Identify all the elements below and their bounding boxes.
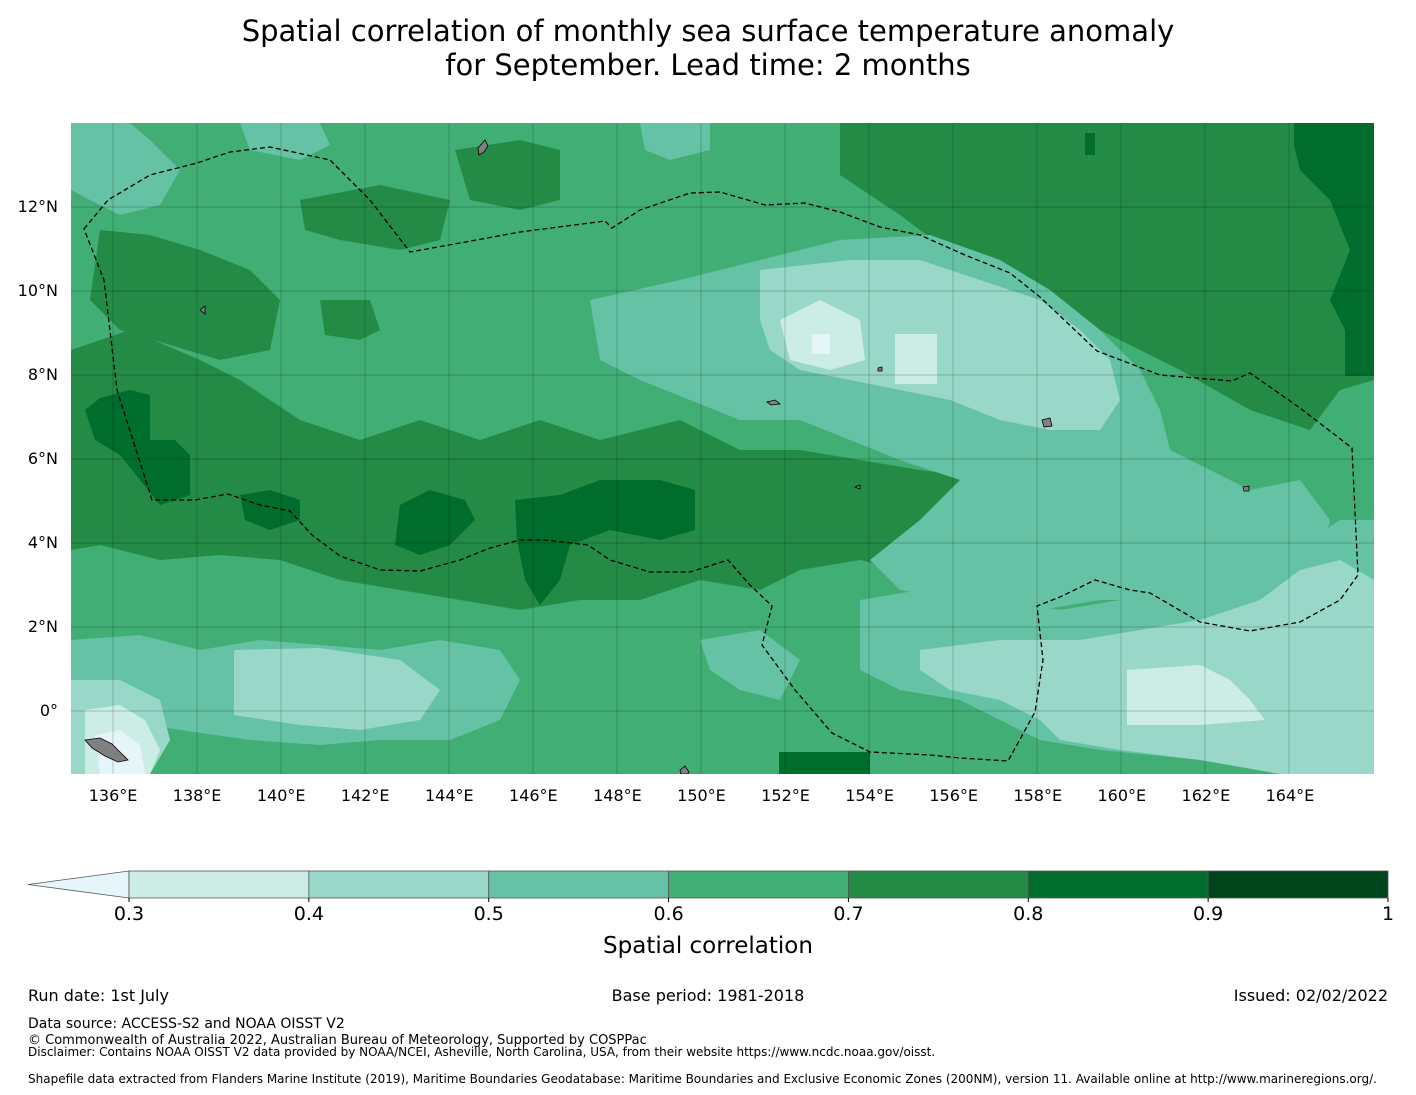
colorbar-bin: [668, 870, 849, 899]
lon-tick-label: 162°E: [1181, 786, 1231, 805]
field-region-northeast: [840, 123, 1374, 430]
field-region-southeast-light: [920, 560, 1374, 774]
title-line-2: for September. Lead time: 2 months: [445, 48, 971, 82]
field-region-north-central-2: [455, 140, 560, 210]
lon-tick-label: 158°E: [1013, 786, 1063, 805]
colorbar-tick-label: 0.6: [653, 903, 684, 925]
field-region-north-light: [240, 123, 330, 160]
lat-tick-label: 8°N: [27, 365, 58, 384]
island: [766, 399, 782, 406]
island: [84, 737, 129, 763]
lon-tick-label: 156°E: [929, 786, 978, 805]
lat-tick-label: 2°N: [27, 617, 58, 636]
colorbar-tick-label: 1: [1381, 903, 1395, 925]
lat-tick-label: 12°N: [17, 197, 58, 216]
field-region-belt-high-5: [779, 752, 870, 774]
field-region-south-center-mid: [700, 630, 800, 700]
island: [199, 305, 206, 315]
chart-title: Spatial correlation of monthly sea surfa…: [0, 14, 1416, 82]
colorbar-extend-min: [27, 870, 130, 899]
correlation-map: [71, 123, 1374, 774]
field-region-northeast-high: [1294, 123, 1374, 376]
field-region-belt-high-2: [85, 390, 190, 505]
lon-tick-label: 148°E: [593, 786, 642, 805]
colorbar-bin: [848, 870, 1029, 899]
lon-tick-label: 142°E: [340, 786, 390, 805]
colorbar-tick-label: 0.8: [1013, 903, 1044, 925]
colorbar-bin: [128, 870, 310, 899]
field-region-south-light: [234, 648, 440, 730]
field-region-north-central: [300, 185, 450, 250]
data-source: Data source: ACCESS-S2 and NOAA OISST V2: [28, 1016, 345, 1032]
colorbar-label: Spatial correlation: [603, 933, 813, 959]
lon-tick-label: 146°E: [509, 786, 558, 805]
field-region-north-light-2: [640, 123, 710, 160]
field-cell-light: [895, 334, 937, 384]
island: [1041, 417, 1053, 428]
lat-tick-label: 4°N: [27, 533, 58, 552]
lat-tick-label: 6°N: [27, 449, 58, 468]
island: [1242, 485, 1250, 492]
field-cell-lightest: [812, 334, 830, 354]
lon-tick-label: 150°E: [677, 786, 726, 805]
island: [679, 765, 690, 774]
field-region-northwest-light: [71, 123, 180, 215]
colorbar-bin: [1207, 870, 1389, 899]
colorbar-tick-label: 0.5: [473, 903, 504, 925]
colorbar-tick-label: 0.3: [113, 903, 145, 925]
lon-tick-label: 164°E: [1265, 786, 1315, 805]
run-date: Run date: 1st July: [28, 986, 169, 1005]
title-line-1: Spatial correlation of monthly sea surfa…: [241, 14, 1175, 48]
field-region-belt-high-1: [515, 480, 695, 605]
colorbar-tick-label: 0.4: [293, 903, 324, 925]
field-region-core-light: [760, 260, 1120, 430]
lon-tick-label: 154°E: [845, 786, 894, 805]
copyright: © Commonwealth of Australia 2022, Austra…: [28, 1033, 647, 1048]
colorbar-tick-label: 0.7: [833, 903, 864, 925]
colorbar-bin: [488, 870, 669, 899]
field-region-center-west: [320, 300, 380, 340]
colorbar: [27, 870, 1389, 902]
issued-date: Issued: 02/02/2022: [1233, 986, 1388, 1005]
map-gridlines: [71, 123, 1374, 774]
island: [877, 366, 883, 372]
lon-tick-label: 152°E: [761, 786, 810, 805]
island: [853, 484, 861, 490]
lat-tick-label: 10°N: [17, 281, 58, 300]
field-cell: [1085, 133, 1095, 155]
lat-tick-label: 0°: [39, 701, 58, 720]
field-region-central-belt: [71, 330, 1040, 610]
lon-tick-label: 160°E: [1097, 786, 1147, 805]
shapefile-credit: Shapefile data extracted from Flanders M…: [28, 1072, 1377, 1086]
disclaimer: Disclaimer: Contains NOAA OISST V2 data …: [28, 1045, 936, 1059]
colorbar-tick-label: 0.9: [1193, 903, 1224, 925]
island: [477, 139, 489, 156]
land-islands: [84, 139, 1250, 774]
base-period: Base period: 1981-2018: [611, 986, 805, 1005]
colorbar-bin: [1027, 870, 1209, 899]
lon-tick-label: 136°E: [88, 786, 138, 805]
eez-boundary: [83, 146, 1359, 762]
field-region-southeast-lighter: [1127, 665, 1265, 725]
lon-tick-label: 140°E: [256, 786, 306, 805]
colorbar-bin: [308, 870, 490, 899]
field-region-northwest: [90, 230, 280, 360]
lon-tick-label: 144°E: [424, 786, 474, 805]
field-region-belt-high-4: [395, 490, 475, 555]
field-region-belt-high-3: [240, 490, 300, 530]
lon-tick-label: 138°E: [172, 786, 222, 805]
